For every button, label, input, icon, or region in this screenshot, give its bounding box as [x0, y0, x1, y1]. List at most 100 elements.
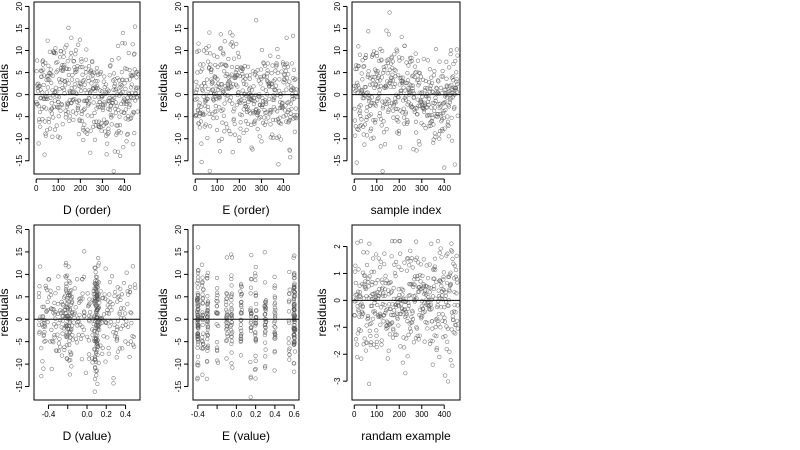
data-point [357, 52, 362, 57]
data-point [390, 320, 395, 325]
data-points [194, 245, 298, 400]
data-point [207, 30, 212, 35]
data-point [380, 99, 385, 104]
data-point [215, 345, 220, 350]
data-point [97, 99, 102, 105]
data-point [262, 63, 268, 68]
data-point [244, 82, 249, 87]
data-point [292, 332, 297, 337]
data-point [92, 265, 97, 270]
data-point [247, 76, 252, 81]
data-point [93, 299, 98, 304]
data-point [112, 81, 118, 87]
data-point [454, 277, 459, 282]
data-point [121, 96, 126, 101]
data-point [365, 279, 370, 285]
data-point [268, 53, 273, 58]
data-point [262, 280, 268, 285]
data-point [228, 132, 233, 137]
data-point [287, 269, 292, 275]
y-tick-label: 15 [333, 23, 342, 32]
data-point [96, 360, 101, 365]
data-point [396, 264, 401, 269]
data-point [50, 73, 55, 78]
data-point [442, 99, 448, 105]
data-point [200, 292, 205, 297]
data-point [440, 127, 445, 132]
data-point [389, 254, 394, 259]
data-point [454, 291, 459, 296]
data-point [391, 328, 396, 333]
data-point [226, 56, 231, 62]
data-point [93, 323, 99, 328]
data-point [361, 132, 366, 137]
data-point [279, 69, 284, 74]
data-point [449, 115, 454, 120]
data-point [119, 109, 124, 114]
data-point [73, 52, 78, 57]
data-point [244, 73, 249, 78]
data-point [213, 103, 218, 109]
data-point [361, 64, 366, 69]
data-point [266, 115, 271, 120]
data-point [392, 239, 397, 244]
data-point [292, 319, 297, 324]
y-tick-label: -10 [174, 132, 183, 144]
data-point [77, 300, 82, 305]
data-point [135, 71, 140, 77]
data-point [40, 304, 45, 309]
data-point [217, 94, 222, 100]
data-point [377, 111, 383, 116]
data-point [435, 114, 440, 119]
data-point [83, 370, 89, 375]
data-point [215, 299, 220, 304]
data-point [48, 288, 53, 293]
data-point [52, 335, 57, 340]
data-point [269, 109, 274, 115]
data-point [390, 59, 395, 64]
data-point [398, 251, 403, 256]
data-point [431, 286, 436, 292]
data-point [215, 293, 220, 298]
data-point [410, 310, 415, 315]
data-point [195, 325, 200, 330]
data-point [41, 333, 46, 339]
data-point [76, 42, 81, 47]
data-point [440, 74, 446, 79]
data-point [368, 112, 374, 117]
data-point [375, 278, 380, 283]
data-point [92, 137, 98, 142]
data-point [392, 52, 397, 57]
data-point [378, 265, 383, 270]
data-point [124, 77, 130, 83]
data-point [79, 118, 85, 124]
data-point [292, 77, 297, 83]
data-point [229, 339, 235, 344]
data-point [205, 345, 210, 350]
data-point [230, 150, 235, 155]
data-point [276, 134, 282, 139]
data-point [292, 369, 297, 374]
data-point [135, 109, 140, 114]
data-point [42, 73, 47, 78]
data-point [450, 249, 455, 254]
data-point [49, 80, 54, 85]
data-point [436, 311, 441, 317]
data-point [294, 94, 299, 100]
data-point [234, 68, 239, 73]
data-point [51, 104, 56, 109]
data-point [239, 311, 244, 316]
data-point [64, 275, 69, 280]
data-point [93, 270, 98, 275]
data-point [129, 321, 134, 326]
data-point [252, 118, 258, 123]
data-point [373, 103, 379, 108]
data-point [429, 112, 434, 118]
data-point [452, 263, 457, 268]
data-point [113, 100, 118, 105]
data-point [379, 342, 384, 347]
data-point [446, 123, 451, 129]
data-point [253, 273, 258, 278]
x-tick-label: 400 [438, 184, 452, 193]
data-point [432, 131, 437, 136]
